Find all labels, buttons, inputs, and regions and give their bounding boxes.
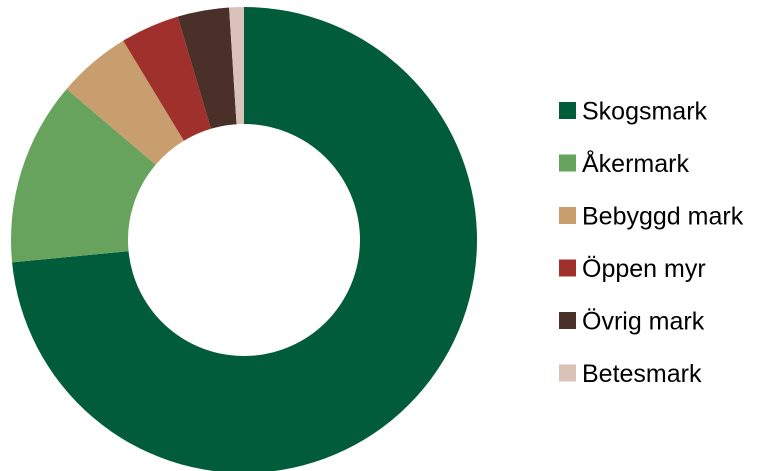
donut-slice-oppen-myr bbox=[123, 16, 211, 141]
legend-label: Övrig mark bbox=[582, 308, 705, 336]
donut-slice-akermark bbox=[11, 88, 156, 263]
legend-label: Öppen myr bbox=[582, 255, 706, 283]
legend-label: Åkermark bbox=[582, 148, 689, 178]
donut-slice-ovrig-mark bbox=[177, 7, 237, 129]
legend-item-bebyggd-mark: Bebyggd mark bbox=[559, 203, 744, 231]
legend-item-oppen-myr: Öppen myr bbox=[559, 255, 706, 283]
donut-slice-skogsmark bbox=[12, 7, 477, 471]
legend-swatch bbox=[559, 364, 576, 382]
legend-item-ovrig-mark: Övrig mark bbox=[559, 308, 705, 336]
donut-slices bbox=[11, 7, 477, 471]
donut-slice-betesmark bbox=[229, 7, 244, 125]
legend-label: Betesmark bbox=[582, 360, 702, 388]
legend-swatch bbox=[559, 154, 576, 172]
legend-label: Skogsmark bbox=[582, 98, 708, 126]
donut-slice-bebyggd-mark bbox=[66, 40, 184, 165]
legend-item-akermark: Åkermark bbox=[559, 148, 689, 178]
legend-item-skogsmark: Skogsmark bbox=[559, 98, 708, 126]
chart-legend: Skogsmark Åkermark Bebyggd mark Öppen myr Öv… bbox=[559, 98, 744, 388]
legend-swatch bbox=[559, 259, 576, 277]
legend-label: Bebyggd mark bbox=[582, 203, 744, 231]
legend-swatch bbox=[559, 312, 576, 329]
legend-swatch bbox=[559, 102, 576, 119]
legend-swatch bbox=[559, 207, 576, 224]
legend-item-betesmark: Betesmark bbox=[559, 360, 702, 388]
